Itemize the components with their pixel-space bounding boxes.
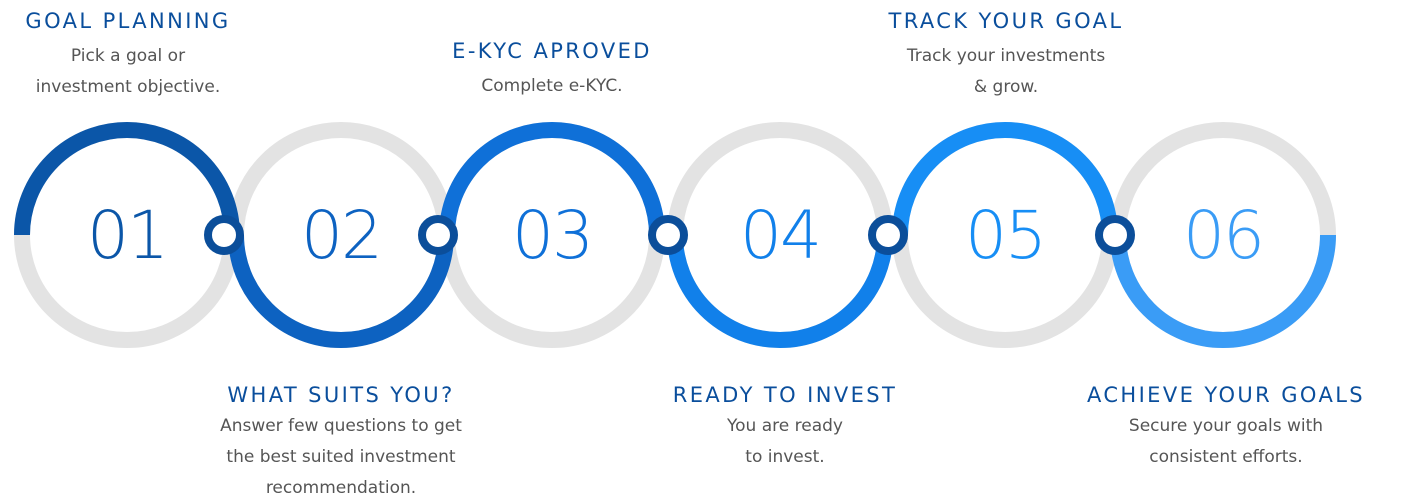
step-01-desc-line-1: Pick a goal or	[70, 46, 186, 66]
step-04-desc-line-2: to invest.	[745, 447, 825, 467]
step-05-ring-arc	[892, 122, 1118, 236]
step-04-text: READY TO INVEST You are ready to invest.	[630, 381, 940, 473]
step-06-ring-arc	[1110, 234, 1336, 348]
step-01-desc-line-2: investment objective.	[35, 77, 221, 97]
step-01-number: 01	[87, 197, 167, 274]
step-06-desc-line-1: Secure your goals with	[1128, 416, 1324, 436]
step-04-desc-line-1: You are ready	[727, 416, 843, 436]
step-01-ring-arc	[14, 122, 240, 236]
step-05-desc-line-1: Track your investments	[906, 46, 1106, 66]
step-05-title: TRACK YOUR GOAL	[888, 9, 1124, 33]
connector-node-2	[418, 215, 458, 255]
step-05-text: TRACK YOUR GOAL Track your investments &…	[856, 7, 1156, 103]
step-03-number: 03	[512, 197, 592, 274]
step-01-title: GOAL PLANNING	[25, 9, 231, 33]
step-04-ring-arc	[667, 234, 893, 348]
step-02-desc-line-3: recommendation.	[265, 478, 417, 498]
step-01-text: GOAL PLANNING Pick a goal or investment …	[0, 7, 266, 103]
step-06-text: ACHIEVE YOUR GOALS Secure your goals wit…	[1056, 381, 1396, 473]
step-05-number: 05	[965, 197, 1045, 274]
step-04-number: 04	[740, 197, 820, 274]
step-06-title: ACHIEVE YOUR GOALS	[1086, 383, 1366, 407]
step-06-desc-line-2: consistent efforts.	[1149, 447, 1303, 467]
step-06-number: 06	[1183, 197, 1263, 274]
step-02-desc-line-2: the best suited investment	[226, 447, 456, 467]
connector-node-3	[648, 215, 688, 255]
step-02-text: WHAT SUITS YOU? Answer few questions to …	[186, 381, 496, 504]
step-02-ring-arc	[228, 234, 454, 348]
step-02-desc-line-1: Answer few questions to get	[220, 416, 462, 436]
step-02-number: 02	[301, 197, 381, 274]
connectors-layer	[204, 215, 1135, 255]
step-03-desc-line-1: Complete e-KYC.	[481, 76, 623, 96]
step-03-text: E-KYC APROVED Complete e-KYC.	[412, 37, 692, 102]
step-03-title: E-KYC APROVED	[452, 39, 652, 63]
step-05-desc-line-2: & grow.	[973, 77, 1039, 97]
step-03-ring-arc	[439, 122, 665, 236]
connector-node-5	[1095, 215, 1135, 255]
numbers-layer: 01 02 03 04 05 06	[87, 197, 1265, 274]
connector-node-1	[204, 215, 244, 255]
connector-node-4	[868, 215, 908, 255]
step-04-title: READY TO INVEST	[672, 383, 898, 407]
step-02-title: WHAT SUITS YOU?	[227, 383, 455, 407]
